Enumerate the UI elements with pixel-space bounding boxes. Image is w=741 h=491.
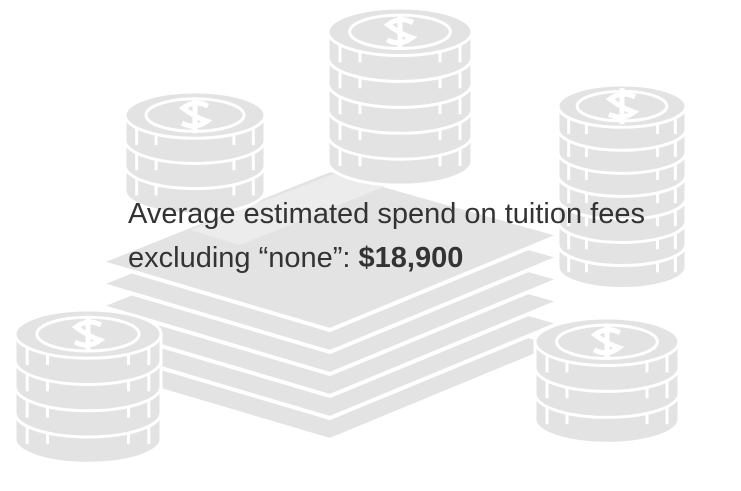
caption-line: Average estimated spend on tuition fees	[128, 192, 645, 236]
caption: Average estimated spend on tuition fees …	[128, 192, 645, 280]
caption-text: excluding “none”:	[128, 242, 350, 274]
amount: $18,900	[359, 242, 464, 274]
page: {"caption": {"line1": "Average estimated…	[0, 0, 741, 491]
body: Average estimated spend on tuition fees …	[0, 0, 741, 491]
caption-line: excluding “none”: $18,900	[128, 236, 645, 280]
infographic: Average estimated spend on tuition fees …	[0, 0, 741, 491]
